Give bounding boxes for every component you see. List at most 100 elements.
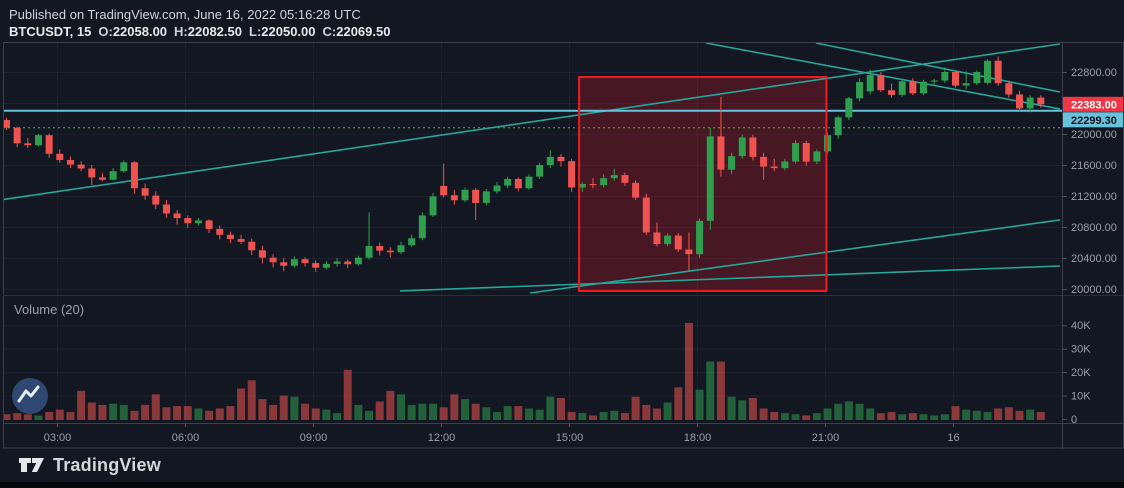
candle (525, 174, 533, 190)
candle-body (66, 159, 74, 165)
candle-body (578, 184, 586, 188)
volume-series (3, 322, 1045, 420)
candle (3, 117, 10, 131)
price-tick-label: 20400.00 (1071, 253, 1117, 265)
volume-axis[interactable]: 40K 30K 20K 10K 0 (1062, 320, 1091, 426)
candle (834, 115, 842, 139)
candle-body (994, 60, 1002, 84)
candle-body (56, 153, 64, 160)
trend-line-5[interactable] (815, 42, 1061, 93)
volume-bar (663, 402, 672, 420)
close-label: C: (322, 24, 337, 39)
volume-bar (706, 361, 715, 420)
symbol-ohlc-legend: BTCUSDT, 15 O:22058.00 H:22082.50 L:22050.0… (9, 24, 390, 39)
candle-body (546, 156, 554, 166)
candle (728, 152, 736, 175)
close-value: 22069.50 (336, 24, 391, 39)
trend-line-2[interactable] (529, 219, 1061, 294)
candle-body (898, 81, 906, 95)
volume-bar (994, 408, 1003, 420)
candle-body (930, 80, 938, 82)
candle-body (760, 156, 768, 167)
volume-bar (492, 411, 501, 420)
candle-body (834, 117, 842, 136)
candle (792, 140, 800, 164)
volume-bar (674, 387, 683, 420)
candle-body (664, 235, 672, 245)
candle-body (877, 75, 885, 91)
trend-line-3[interactable] (399, 265, 1061, 292)
candle (66, 156, 74, 169)
volume-bar (66, 411, 75, 420)
highlight-box-border[interactable] (578, 76, 828, 292)
candle (429, 192, 437, 217)
price-axis[interactable]: 22800.00 22000.00 21600.00 21200.00 20800.00… (1062, 67, 1123, 296)
candle-body (269, 257, 277, 263)
tradingview-brand-text: TradingView (53, 454, 161, 475)
volume-bar (652, 408, 661, 420)
candle (280, 258, 288, 272)
candle-body (24, 143, 32, 146)
candle-body (333, 261, 341, 264)
candle-body (184, 218, 192, 224)
candle (397, 241, 405, 255)
candle (34, 134, 42, 147)
candle (973, 70, 981, 86)
candle (312, 260, 320, 272)
volume-bar (13, 413, 22, 420)
candle-body (920, 81, 928, 94)
volume-tick-label: 30K (1071, 344, 1091, 356)
volume-bar (269, 404, 278, 420)
low-label: L: (249, 24, 262, 39)
volume-bar (578, 413, 587, 420)
volume-bar (386, 390, 395, 420)
volume-bar (727, 396, 736, 420)
candle (930, 78, 938, 86)
candle-body (472, 189, 480, 203)
candle-body (258, 250, 266, 258)
candle-body (13, 127, 21, 144)
volume-bar (535, 409, 544, 420)
trend-line-1[interactable] (0, 43, 1061, 201)
grid-lines (3, 42, 1062, 423)
candle-body (1015, 94, 1023, 109)
volume-bar (194, 408, 203, 420)
volume-bar (365, 410, 374, 420)
candle (557, 154, 565, 167)
tradingview-brand-link[interactable]: TradingView (18, 453, 161, 477)
price-chart[interactable]: 22800.00 22000.00 21600.00 21200.00 20800.00… (0, 42, 1124, 449)
candle-body (888, 90, 896, 95)
candle-body (706, 136, 714, 221)
price-tick-label: 21200.00 (1071, 191, 1117, 203)
chart-plot-area[interactable] (3, 42, 1062, 423)
candle-body (1026, 97, 1034, 109)
candle-body (973, 71, 981, 84)
candle-body (781, 161, 789, 169)
candle (354, 255, 362, 266)
price-tag-text: 22383.00 (1071, 99, 1117, 111)
candle-body (45, 135, 53, 154)
time-tick-label: 16 (947, 432, 959, 444)
time-tick-label: 15:00 (556, 432, 584, 444)
candle-body (610, 175, 618, 179)
candle (98, 172, 106, 182)
candle-body (557, 156, 565, 162)
volume-bar (173, 406, 182, 420)
candle-body (312, 263, 320, 268)
candle-body (237, 239, 245, 242)
volume-bar (524, 408, 533, 420)
candle (141, 183, 149, 200)
volume-bar (343, 369, 352, 420)
volume-bar (791, 414, 800, 420)
time-axis[interactable]: 03:00 06:00 09:00 12:00 15:00 18:00 21:00 16 (44, 423, 960, 444)
volume-bar (887, 411, 896, 420)
candle-body (845, 98, 853, 118)
tradingview-logo-icon (19, 458, 44, 472)
volume-bar (983, 411, 992, 420)
time-tick-label: 03:00 (44, 432, 72, 444)
candle (258, 245, 266, 264)
candle (738, 134, 746, 159)
volume-bar (333, 413, 342, 420)
open-value: 22058.00 (112, 24, 168, 39)
time-tick-label: 21:00 (812, 432, 840, 444)
